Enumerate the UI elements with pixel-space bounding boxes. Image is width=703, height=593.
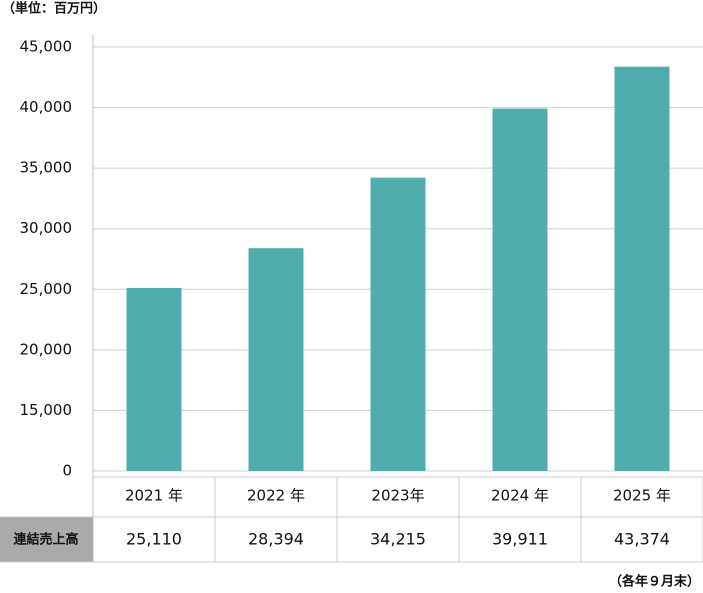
x-tick-label: 2024 年 (491, 487, 549, 505)
y-tick-label: 25,000 (20, 280, 73, 298)
value-label: 34,215 (370, 530, 426, 549)
y-tick-label: 45,000 (20, 38, 73, 56)
unit-note: （単位：百万円） (2, 1, 106, 17)
y-tick-label: 30,000 (20, 219, 73, 237)
x-tick-label: 2021 年 (125, 487, 183, 505)
value-label: 28,394 (248, 530, 304, 549)
period-note: （各年９月末） (609, 574, 700, 590)
value-label: 39,911 (492, 530, 548, 549)
row-header-cell (0, 517, 93, 562)
y-tick-label: 35,000 (20, 159, 73, 177)
value-label: 43,374 (614, 530, 670, 549)
bar (370, 177, 426, 471)
bar (126, 287, 182, 471)
bar (614, 66, 670, 472)
x-tick-label: 2025 年 (613, 487, 671, 505)
x-tick-label: 2023年 (371, 487, 424, 505)
value-label: 25,110 (126, 530, 182, 549)
y-tick-label: 0 (62, 462, 72, 480)
y-tick-label: 20,000 (20, 340, 73, 358)
bar (248, 248, 304, 471)
x-tick-label: 2022 年 (247, 487, 305, 505)
y-tick-label: 40,000 (20, 98, 73, 116)
y-tick-label: 15,000 (20, 401, 73, 419)
row-label: 連結売上高 (13, 532, 78, 548)
bar (492, 108, 548, 471)
